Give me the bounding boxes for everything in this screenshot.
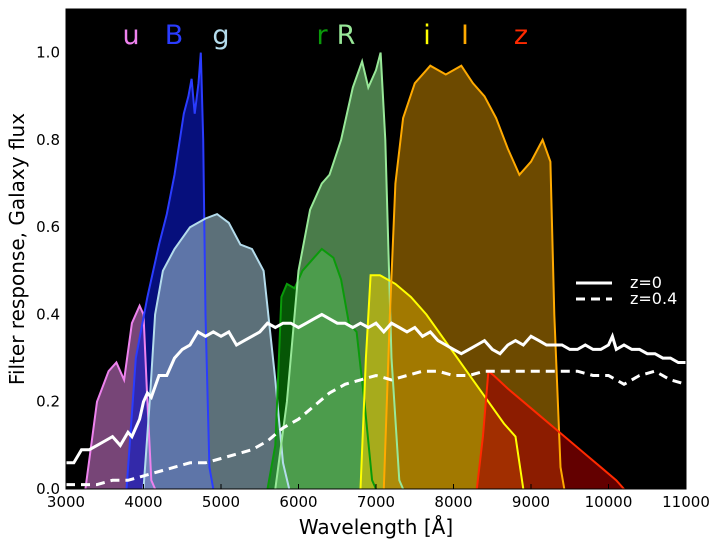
x-axis-label: Wavelength [Å]: [299, 515, 453, 539]
x-tick-label: 3000: [47, 493, 85, 511]
x-tick-label: 10000: [585, 493, 633, 511]
x-tick-label: 4000: [124, 493, 162, 511]
x-tick-label: 8000: [434, 493, 472, 511]
legend-label-z04: z=0.4: [630, 289, 677, 308]
y-tick-label: 0.6: [36, 218, 60, 236]
x-tick-label: 9000: [512, 493, 550, 511]
x-tick-label: 5000: [202, 493, 240, 511]
filter-label-u: u: [122, 20, 139, 51]
filter-line-g: [142, 212, 291, 490]
filter-line-B: [125, 52, 215, 490]
filter-line-i: [359, 274, 525, 490]
filter-label-i: i: [423, 20, 431, 51]
filter-label-B: B: [165, 20, 184, 51]
series-line-z04: [66, 369, 687, 487]
galaxy-flux-series: [66, 312, 687, 487]
filter-label-r: r: [316, 20, 328, 51]
y-tick-label: 0.0: [36, 480, 60, 498]
filter-fill-z: [476, 371, 624, 489]
y-tick-label: 1.0: [36, 44, 60, 62]
filter-label-g: g: [212, 20, 229, 51]
filter-lines: [84, 52, 625, 490]
x-tick-label: 6000: [279, 493, 317, 511]
filter-label-R: R: [337, 20, 356, 51]
series-line-z0: [66, 312, 686, 465]
x-axis-ticks: 3000 4000 5000 6000 7000 8000 9000 10000 11000: [47, 9, 710, 511]
filter-label-z: z: [514, 20, 528, 51]
filter-fill-I: [383, 65, 565, 489]
filter-line-R: [274, 52, 405, 490]
y-tick-label: 0.8: [36, 131, 60, 149]
filter-fill-g: [143, 214, 290, 489]
legend: z=0z=0.4: [576, 273, 677, 308]
x-tick-label: 7000: [357, 493, 395, 511]
y-axis-ticks: 0.0 0.2 0.4 0.6 0.8 1.0: [36, 44, 686, 498]
y-tick-label: 0.4: [36, 305, 60, 323]
x-tick-label: 11000: [662, 493, 710, 511]
filter-label-I: I: [461, 20, 469, 51]
legend-label-z0: z=0: [630, 273, 662, 292]
filter-line-I: [382, 64, 566, 490]
y-axis-label: Filter response, Galaxy flux: [5, 113, 29, 385]
y-tick-label: 0.2: [36, 393, 60, 411]
